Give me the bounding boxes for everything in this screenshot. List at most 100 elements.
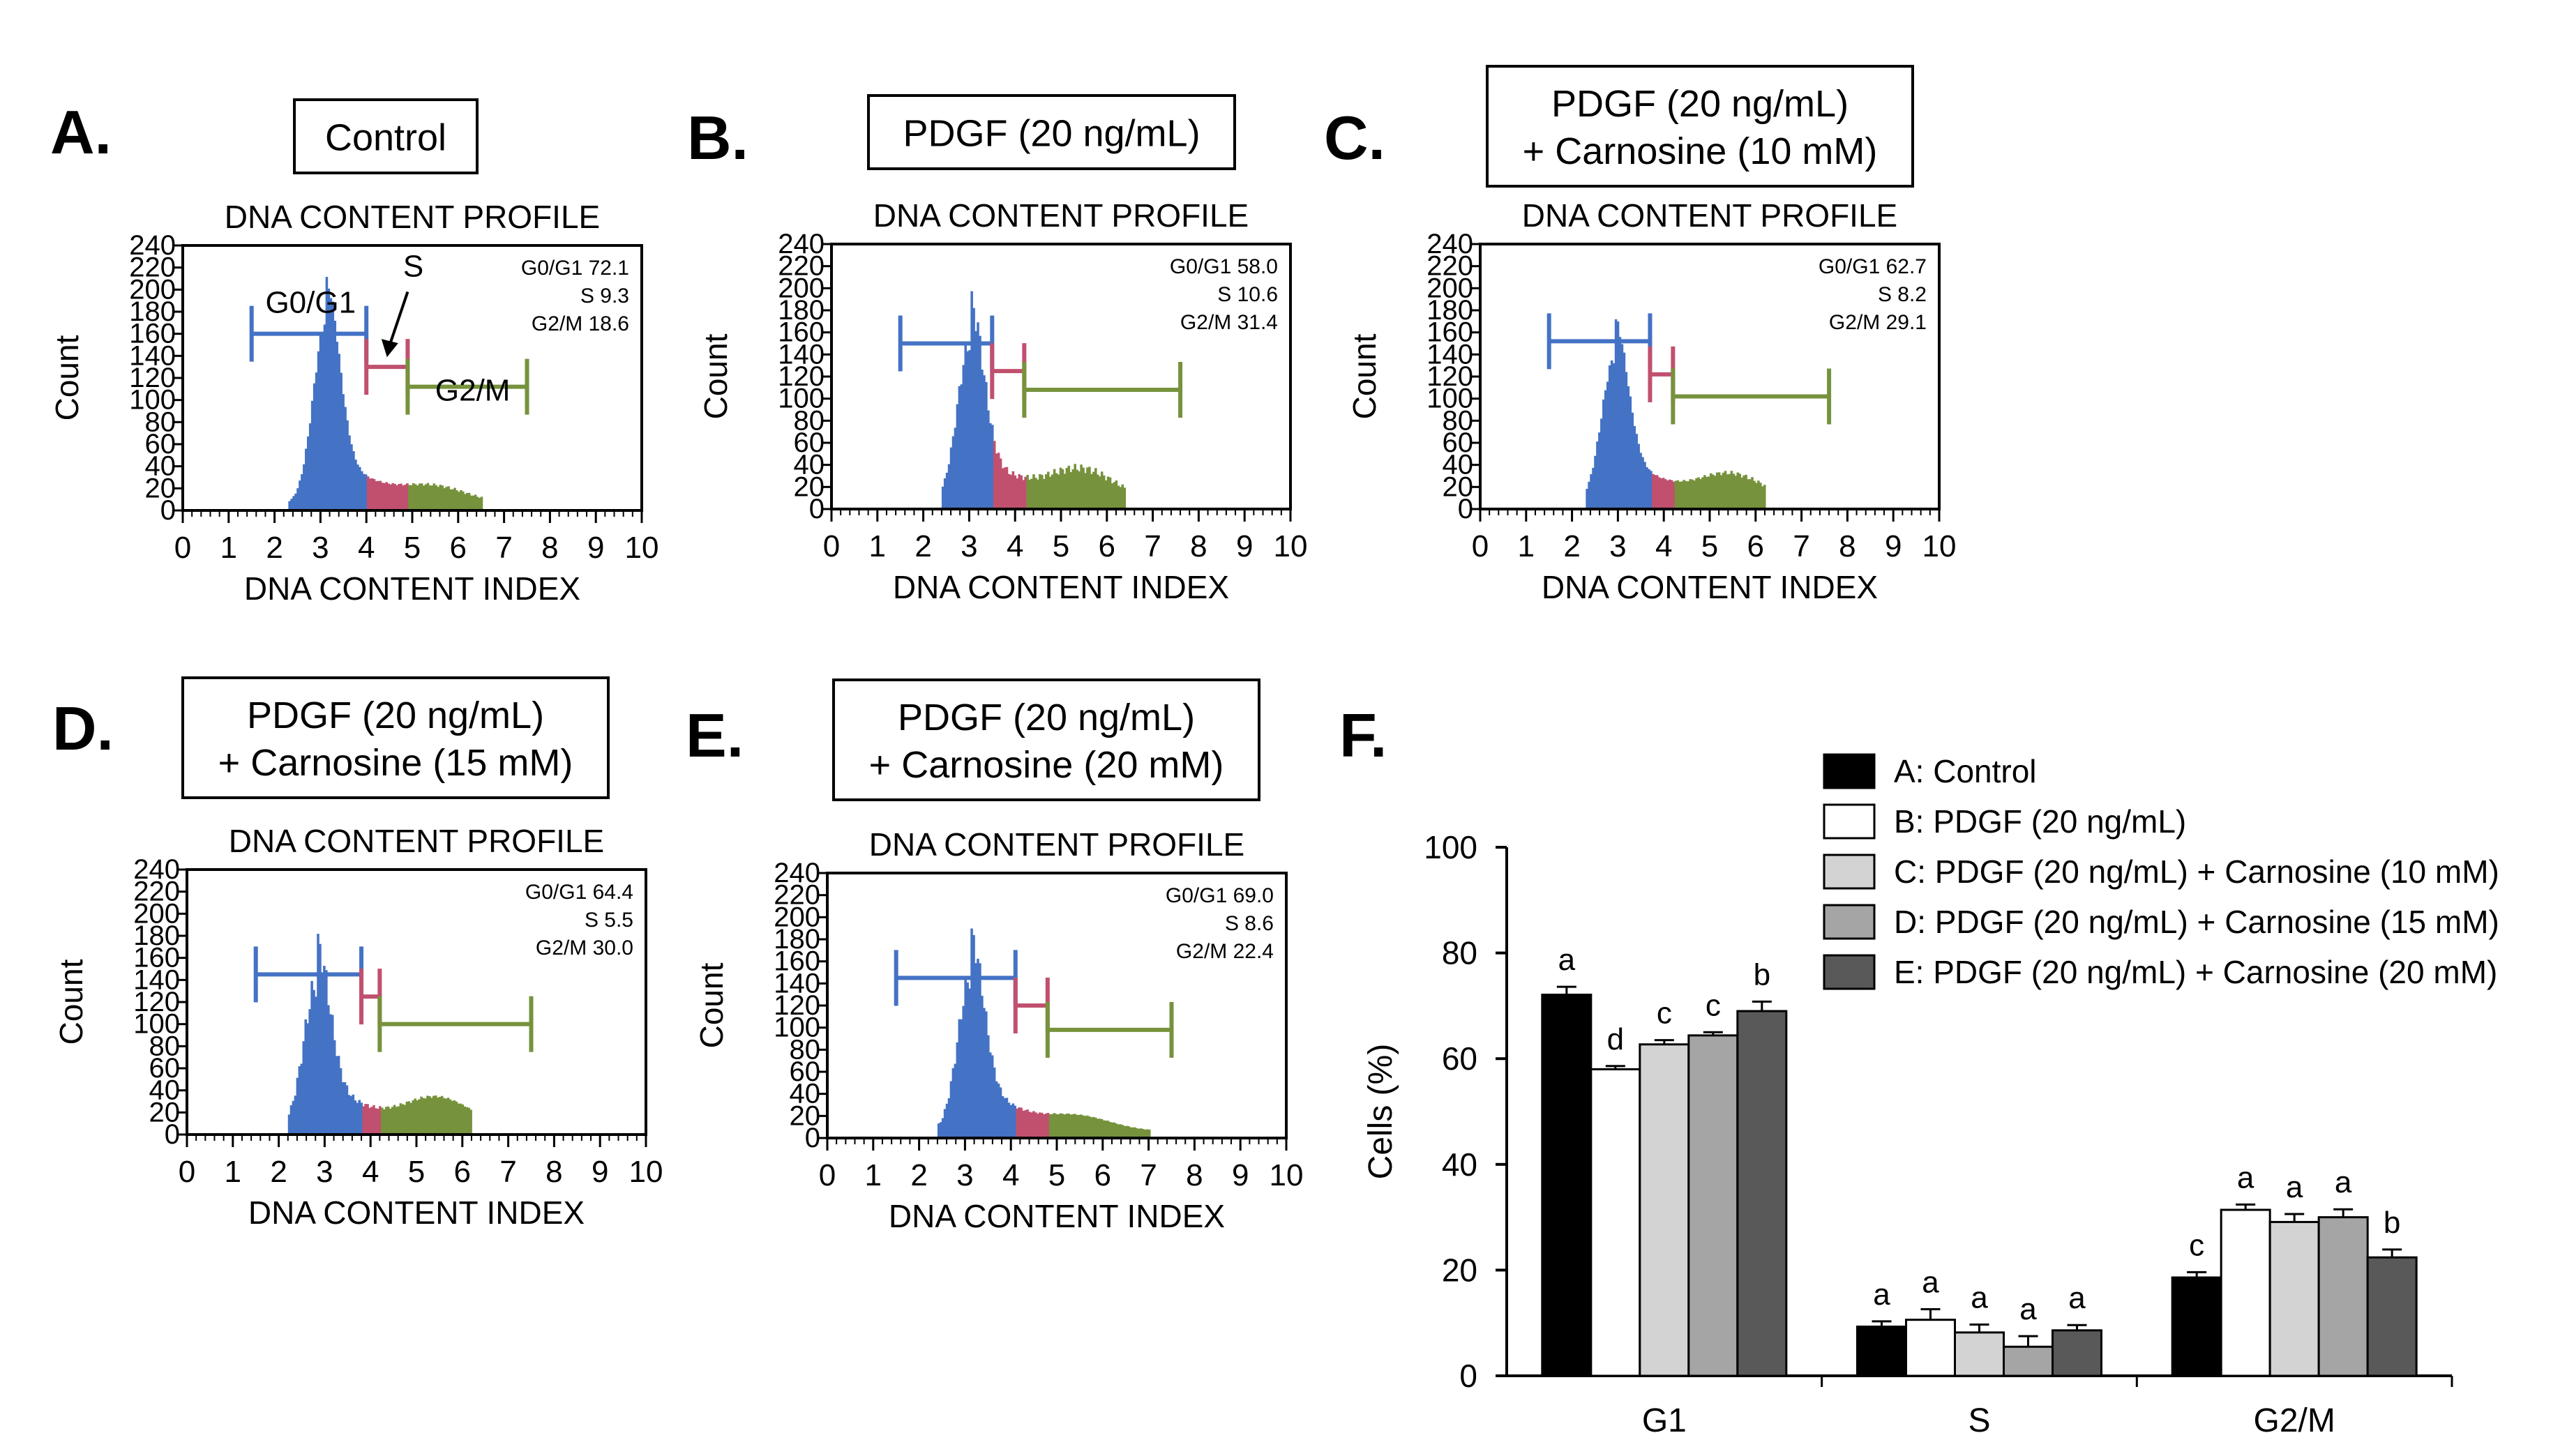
histogram-bar xyxy=(1604,390,1607,509)
histogram-bar xyxy=(393,483,396,510)
histogram-bar xyxy=(941,1118,944,1138)
histogram-bar xyxy=(1042,1114,1046,1138)
histogram-bar xyxy=(945,1103,949,1138)
histogram-bar xyxy=(1596,441,1599,509)
histogram-bar xyxy=(1088,1116,1091,1138)
histogram-bar xyxy=(1119,487,1122,509)
x-axis-label: DNA CONTENT INDEX xyxy=(248,1195,585,1231)
histogram-bar xyxy=(443,488,446,510)
profile-title: DNA CONTENT PROFILE xyxy=(229,823,604,859)
y-tick-label: 40 xyxy=(149,1075,181,1106)
histogram-bar xyxy=(954,427,957,509)
y-tick-label: 40 xyxy=(1443,450,1474,480)
significance-letter: a xyxy=(1873,1277,1890,1312)
histogram-bar xyxy=(1044,1113,1048,1138)
histogram-bar xyxy=(1028,1112,1031,1138)
histogram-bar xyxy=(958,386,961,509)
histogram-bar xyxy=(1086,467,1089,509)
histogram-bar xyxy=(966,351,970,509)
stats-line: G0/G1 58.0 xyxy=(1170,255,1278,278)
histogram-bar xyxy=(451,1100,454,1135)
histogram-bar xyxy=(1069,471,1073,509)
histogram-bar xyxy=(991,425,994,509)
y-tick-label: 20 xyxy=(794,471,825,502)
histogram-bar xyxy=(453,1100,456,1135)
histogram-bar xyxy=(1144,1130,1147,1138)
legend-label: A: Control xyxy=(1894,753,2037,789)
histogram-bar xyxy=(368,478,372,510)
histogram-bar xyxy=(1689,479,1692,509)
condition-box xyxy=(832,678,1260,801)
histogram-bar xyxy=(991,1055,994,1138)
histogram-bar xyxy=(317,351,320,510)
significance-letter: a xyxy=(2335,1165,2352,1199)
histogram-bar xyxy=(1009,474,1013,509)
legend-swatch xyxy=(1823,753,1876,789)
histogram-bar xyxy=(1001,1095,1004,1138)
histogram-bar xyxy=(941,486,944,509)
histogram-bar xyxy=(1121,1125,1124,1138)
y-tick-label: 40 xyxy=(1442,1146,1477,1183)
histogram-bar xyxy=(377,480,380,510)
y-tick-label: 40 xyxy=(790,1079,821,1109)
histogram-bar xyxy=(1724,471,1727,509)
histogram-bar xyxy=(1612,363,1616,509)
histogram-bar xyxy=(993,1067,996,1138)
x-tick-label: 3 xyxy=(316,1155,333,1189)
histogram-bar xyxy=(1082,467,1085,509)
x-tick-label: 10 xyxy=(1922,529,1957,563)
histogram-bar xyxy=(1134,1127,1136,1138)
histogram-bar xyxy=(313,989,315,1135)
histogram-bar xyxy=(1664,479,1667,509)
y-tick-label: 220 xyxy=(774,880,820,911)
histogram-bar xyxy=(294,493,297,510)
histogram-bar xyxy=(348,435,351,510)
histogram-bar xyxy=(336,342,339,510)
histogram-bar xyxy=(1104,480,1108,509)
histogram-bar xyxy=(1722,472,1725,509)
stats-line: G0/G1 69.0 xyxy=(1166,884,1274,907)
histogram-bar xyxy=(1117,485,1120,509)
histogram-bar xyxy=(1759,483,1762,509)
stats-line: S 5.5 xyxy=(585,909,633,932)
bar xyxy=(2003,1345,2054,1377)
histogram-bar xyxy=(333,320,337,510)
histogram-bar xyxy=(1100,471,1104,509)
x-tick-label: 2 xyxy=(266,531,283,565)
histogram-bar xyxy=(1648,469,1650,509)
histogram-bar xyxy=(315,996,317,1135)
histogram-bar xyxy=(467,1107,470,1135)
histogram-bar xyxy=(1007,473,1011,509)
x-tick-label: 2 xyxy=(1563,529,1580,563)
histogram-bar xyxy=(335,1056,338,1135)
histogram-bar xyxy=(393,1105,396,1135)
histogram-bar xyxy=(1678,482,1682,509)
legend-swatch xyxy=(1823,904,1876,940)
histogram-bar xyxy=(440,1095,444,1135)
x-tick-label: 2 xyxy=(270,1155,287,1189)
histogram-bar xyxy=(1016,1108,1018,1138)
histogram-bar xyxy=(430,485,434,510)
panel-letter: B. xyxy=(687,103,748,172)
histogram-bar xyxy=(1057,1114,1060,1138)
histogram-bar xyxy=(1627,386,1630,509)
x-tick-label: 5 xyxy=(1701,529,1718,563)
bar xyxy=(2366,1256,2418,1377)
histogram-bar xyxy=(426,1095,429,1135)
y-tick-label: 100 xyxy=(778,384,825,414)
histogram-bar xyxy=(310,980,313,1135)
histogram-bar xyxy=(1753,480,1756,509)
histogram-bar xyxy=(1111,1122,1114,1138)
histogram-bar xyxy=(1657,477,1661,509)
y-tick-label: 100 xyxy=(129,385,176,416)
significance-letter: b xyxy=(2384,1206,2400,1240)
histogram-bar xyxy=(987,410,990,509)
y-tick-label: 120 xyxy=(133,987,180,1017)
histogram-bar xyxy=(287,1114,291,1135)
y-tick-label: 80 xyxy=(1443,405,1474,436)
histogram-bar xyxy=(377,1109,379,1135)
histogram-bar xyxy=(339,1068,342,1135)
histogram-bar xyxy=(299,480,301,510)
histogram-bar xyxy=(1067,465,1071,509)
y-tick-label: 220 xyxy=(778,251,825,282)
